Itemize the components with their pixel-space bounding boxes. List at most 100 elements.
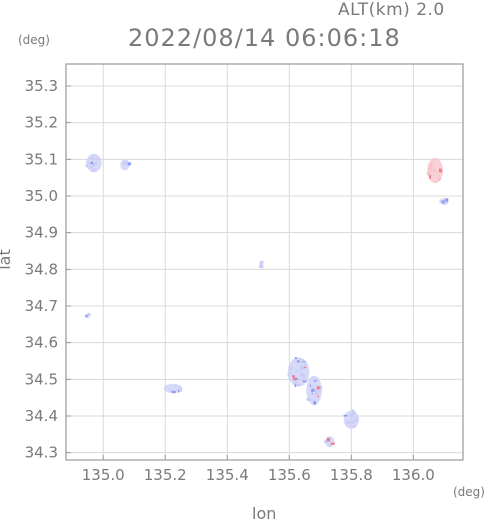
echo-pixel: [302, 374, 306, 379]
x-tick-label: 135.2: [144, 466, 187, 484]
echo-pixel: [351, 409, 355, 412]
south-echo: [163, 383, 183, 394]
echo-pixel: [301, 378, 304, 380]
altitude-label: ALT(km) 2.0: [338, 0, 445, 20]
echo-pixel: [172, 391, 176, 394]
echo-pixel: [438, 168, 442, 172]
echo-pixel: [87, 162, 89, 165]
echo-pixel: [179, 388, 182, 392]
x-tick-label: 135.6: [268, 466, 311, 484]
echo-pixel: [434, 169, 436, 172]
x-tick-label: 135.0: [82, 466, 125, 484]
echo-pixel: [295, 377, 299, 380]
center-speck: [258, 260, 264, 269]
y-tick-label: 34.3: [25, 444, 58, 462]
echo-pixel: [290, 365, 292, 367]
echo-pixel: [353, 417, 358, 422]
echo-pixel: [176, 389, 179, 391]
x-tick-label: 135.8: [330, 466, 373, 484]
echo-pixel: [93, 162, 97, 166]
echo-pixel: [303, 363, 308, 366]
echo-pixel: [324, 440, 328, 443]
echo-pixel: [87, 314, 91, 316]
y-tick-label: 35.1: [25, 150, 58, 168]
echo-pixel: [294, 381, 297, 384]
echo-pixel: [307, 397, 311, 401]
echo-pixel: [302, 373, 306, 376]
echo-pixel: [303, 366, 307, 369]
echo-pixel: [296, 360, 300, 363]
echo-pixel: [311, 392, 314, 394]
y-tick-label: 35.0: [25, 187, 58, 205]
echo-pixel: [328, 444, 331, 447]
y-tick-label: 34.7: [25, 297, 58, 315]
y-tick-label: 34.6: [25, 334, 58, 352]
echo-pixel: [351, 420, 354, 424]
echo-pixel: [294, 357, 297, 360]
echo-pixel: [432, 169, 435, 172]
echo-pixel: [87, 314, 89, 319]
echo-pixel: [350, 414, 354, 417]
echo-pixel: [289, 366, 293, 370]
echo-pixel: [330, 442, 335, 445]
southeast-cluster-c: [343, 409, 360, 429]
echo-pixel: [299, 359, 303, 361]
echo-pixel: [435, 181, 437, 183]
echo-pixel: [91, 169, 94, 173]
echo-pixel: [348, 421, 351, 423]
echo-pixel: [426, 172, 431, 176]
echo-pixel: [93, 168, 96, 172]
echo-pixel: [313, 401, 316, 405]
echo-pixel: [126, 162, 129, 166]
echo-pixel: [445, 198, 449, 202]
echo-pixel: [302, 361, 306, 363]
echo-pixel: [429, 174, 431, 179]
y-unit-label: (deg): [18, 33, 50, 47]
echo-pixel: [319, 386, 322, 391]
echo-pixel: [89, 166, 94, 169]
echo-pixel: [318, 391, 321, 393]
west-speck: [85, 312, 91, 319]
echo-pixel: [428, 167, 432, 171]
echo-pixel: [432, 168, 435, 171]
echo-pixel: [316, 386, 320, 390]
echo-pixel: [299, 365, 304, 370]
echo-pixel: [317, 395, 319, 398]
echo-pixel: [301, 369, 303, 372]
echo-pixel: [85, 164, 88, 168]
echo-pixel: [258, 264, 261, 268]
x-tick-label: 136.0: [392, 466, 435, 484]
echo-pixel: [326, 437, 331, 442]
plot-frame: [65, 63, 464, 461]
echo-pixel: [442, 200, 445, 204]
y-tick-label: 35.2: [25, 114, 58, 132]
echo-pixel: [300, 373, 304, 377]
y-tick-label: 34.9: [25, 224, 58, 242]
echo-pixel: [438, 174, 440, 178]
echo-pixel: [289, 372, 293, 374]
echo-pixel: [314, 391, 319, 396]
echo-pixel: [314, 388, 316, 392]
echo-pixel: [315, 389, 319, 393]
x-axis-label: lon: [252, 504, 277, 523]
echo-pixel: [180, 386, 182, 388]
echo-pixel: [311, 388, 315, 392]
echo-pixel: [429, 163, 433, 168]
echo-pixel: [352, 425, 356, 428]
x-unit-label: (deg): [453, 485, 485, 499]
x-tick-label: 135.4: [206, 466, 249, 484]
echo-pixel: [313, 380, 317, 382]
echo-pixel: [177, 389, 180, 393]
y-tick-label: 34.8: [25, 260, 58, 278]
echo-pixel: [302, 380, 307, 383]
echo-pixel: [89, 157, 94, 160]
echo-pixel: [309, 384, 311, 387]
echo-pixel: [437, 177, 441, 182]
grid-lines: [66, 64, 463, 460]
echo-pixel: [431, 163, 434, 168]
echo-pixel: [287, 374, 291, 377]
datetime-title: 2022/08/14 06:06:18: [128, 24, 401, 52]
echo-layer: [85, 153, 449, 448]
echo-pixel: [123, 161, 127, 165]
